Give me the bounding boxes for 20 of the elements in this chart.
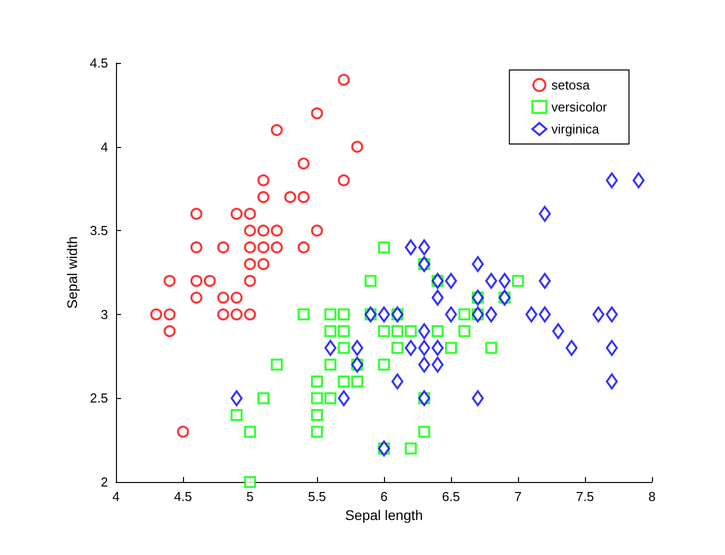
legend-label: virginica xyxy=(551,122,600,136)
y-tick-label: 2.5 xyxy=(90,390,108,406)
legend-label: setosa xyxy=(551,78,590,92)
x-tick-label: 8 xyxy=(648,489,656,504)
x-tick-label: 4 xyxy=(112,489,120,504)
x-tick-label: 7 xyxy=(514,489,522,504)
legend-label: versicolor xyxy=(551,100,608,114)
x-tick-label: 7.5 xyxy=(576,489,594,504)
y-tick-label: 2 xyxy=(100,474,108,490)
x-tick-label: 5 xyxy=(246,489,254,504)
y-tick-label: 4.5 xyxy=(90,56,108,70)
y-tick-label: 3.5 xyxy=(90,223,108,238)
y-tick-label: 4 xyxy=(100,139,108,154)
y-tick-label: 3 xyxy=(100,306,108,322)
x-tick-label: 6 xyxy=(380,489,388,504)
x-tick-label: 5.5 xyxy=(308,489,326,504)
y-axis-title: Sepal width xyxy=(64,236,80,309)
x-tick-label: 6.5 xyxy=(442,489,460,504)
x-axis-title: Sepal length xyxy=(345,506,423,523)
x-tick-label: 4.5 xyxy=(174,489,192,504)
